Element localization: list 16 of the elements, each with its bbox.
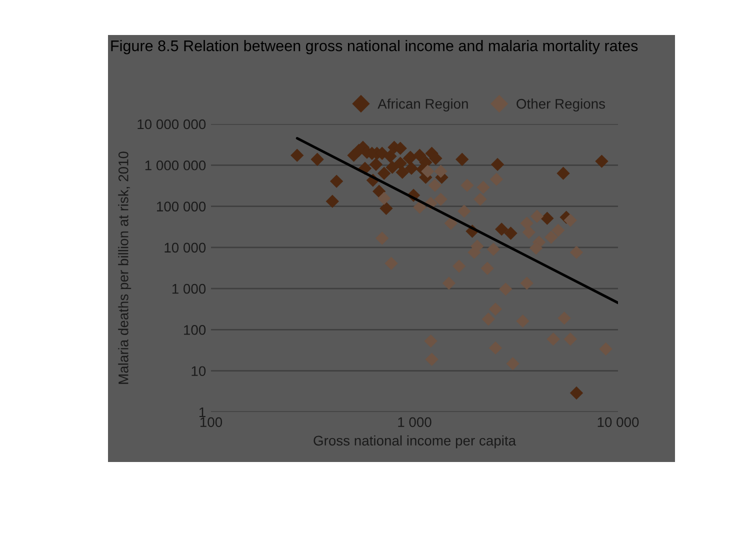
y-tick-label: 100 000 bbox=[157, 202, 206, 212]
x-tick-label: 1 000 bbox=[398, 417, 432, 428]
y-tick-label: 1 bbox=[199, 407, 206, 418]
legend-label: African Region bbox=[378, 98, 468, 112]
y-tick-label: 10 bbox=[192, 366, 206, 376]
x-axis-title: Gross national income per capita bbox=[314, 435, 516, 448]
y-tick-label: 10 000 000 bbox=[138, 119, 206, 130]
y-tick-label: 10 000 bbox=[164, 242, 206, 253]
y-tick-label: 1 000 000 bbox=[145, 160, 206, 170]
x-tick-label: 10 000 bbox=[598, 417, 639, 428]
legend-label: Other Regions bbox=[516, 98, 606, 112]
y-tick-label: 1 000 bbox=[172, 284, 206, 294]
y-tick-label: 100 bbox=[184, 325, 206, 335]
x-tick-label: 100 bbox=[200, 417, 222, 428]
chart-title: Figure 8.5 Relation between gross national income and malaria mortality rates bbox=[111, 40, 638, 54]
y-axis-title: Malaria deaths per billion at risk, 2010 bbox=[118, 152, 132, 384]
